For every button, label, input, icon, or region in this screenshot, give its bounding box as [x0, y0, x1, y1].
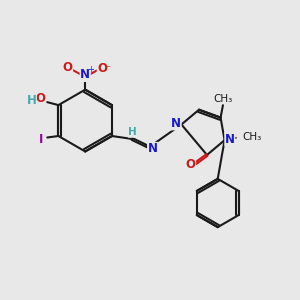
Text: N: N — [225, 133, 235, 146]
Text: O: O — [97, 61, 107, 75]
Text: N: N — [80, 68, 90, 81]
Text: O: O — [35, 92, 45, 105]
Text: N: N — [148, 142, 158, 155]
Text: O: O — [185, 158, 196, 171]
Text: CH₃: CH₃ — [213, 94, 232, 104]
Text: ⁻: ⁻ — [106, 64, 111, 75]
Text: N: N — [171, 117, 181, 130]
Text: +: + — [87, 65, 94, 74]
Text: O: O — [63, 61, 73, 74]
Text: CH₃: CH₃ — [243, 132, 262, 142]
Text: I: I — [39, 133, 43, 146]
Text: H: H — [128, 128, 137, 137]
Text: H: H — [26, 94, 36, 107]
